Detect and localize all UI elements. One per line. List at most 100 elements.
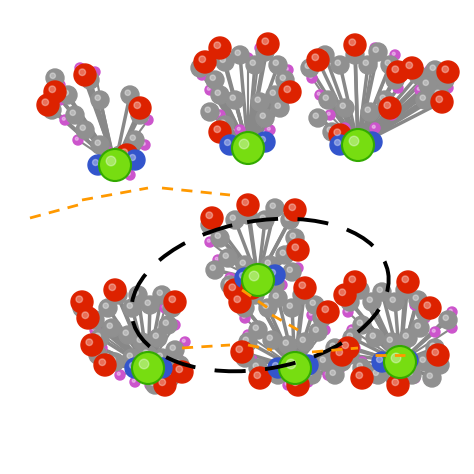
Circle shape	[379, 97, 401, 119]
Circle shape	[197, 70, 207, 80]
Circle shape	[236, 349, 254, 367]
Circle shape	[154, 374, 176, 396]
Circle shape	[265, 265, 285, 285]
Circle shape	[336, 349, 343, 356]
Circle shape	[279, 336, 297, 354]
Circle shape	[92, 327, 95, 330]
Circle shape	[240, 260, 246, 265]
Circle shape	[73, 135, 83, 145]
Circle shape	[225, 273, 235, 283]
Circle shape	[245, 55, 248, 58]
Circle shape	[255, 132, 275, 152]
Circle shape	[150, 380, 155, 385]
Circle shape	[223, 253, 228, 258]
Circle shape	[130, 377, 140, 387]
Circle shape	[283, 299, 301, 317]
Circle shape	[366, 137, 373, 143]
Circle shape	[293, 263, 303, 273]
Circle shape	[105, 359, 108, 362]
Circle shape	[345, 297, 350, 302]
Circle shape	[201, 207, 223, 229]
Circle shape	[327, 127, 332, 132]
Circle shape	[347, 325, 357, 335]
Circle shape	[249, 367, 271, 389]
Circle shape	[344, 271, 366, 293]
Circle shape	[279, 81, 301, 103]
Circle shape	[90, 325, 100, 335]
Circle shape	[269, 289, 287, 307]
Circle shape	[214, 42, 220, 48]
Circle shape	[270, 280, 275, 285]
Circle shape	[363, 293, 381, 311]
Circle shape	[361, 103, 379, 121]
Circle shape	[376, 356, 383, 363]
Circle shape	[123, 330, 128, 336]
Circle shape	[351, 367, 373, 389]
Circle shape	[280, 250, 285, 255]
Circle shape	[143, 115, 153, 125]
Circle shape	[216, 53, 234, 71]
Circle shape	[353, 316, 371, 334]
Circle shape	[322, 306, 328, 312]
Circle shape	[312, 54, 319, 61]
Circle shape	[370, 373, 380, 383]
Circle shape	[430, 65, 436, 71]
Circle shape	[55, 95, 65, 105]
Circle shape	[221, 276, 239, 294]
Circle shape	[159, 379, 165, 385]
Circle shape	[262, 375, 265, 378]
Circle shape	[391, 353, 401, 363]
Circle shape	[432, 349, 438, 356]
Circle shape	[170, 320, 180, 330]
Circle shape	[163, 375, 173, 385]
Circle shape	[227, 275, 230, 278]
Circle shape	[139, 346, 157, 364]
Circle shape	[320, 50, 326, 55]
Circle shape	[425, 65, 435, 75]
Circle shape	[131, 106, 149, 124]
Circle shape	[436, 71, 454, 89]
Circle shape	[210, 75, 216, 81]
Circle shape	[422, 315, 425, 318]
Circle shape	[372, 125, 375, 128]
Circle shape	[317, 301, 339, 323]
Circle shape	[372, 352, 392, 372]
Circle shape	[76, 296, 82, 302]
Circle shape	[281, 211, 299, 229]
Circle shape	[409, 291, 427, 309]
Circle shape	[335, 139, 340, 146]
Circle shape	[215, 257, 218, 260]
Circle shape	[171, 361, 193, 383]
Circle shape	[77, 65, 80, 68]
Circle shape	[246, 56, 264, 74]
Circle shape	[331, 56, 349, 74]
Circle shape	[300, 337, 305, 342]
Circle shape	[303, 366, 321, 384]
Circle shape	[285, 215, 291, 220]
Circle shape	[287, 303, 292, 309]
Circle shape	[250, 290, 255, 295]
Circle shape	[236, 256, 254, 274]
Circle shape	[427, 373, 432, 378]
Circle shape	[286, 369, 304, 387]
Circle shape	[307, 310, 317, 320]
Circle shape	[239, 333, 257, 351]
Circle shape	[243, 337, 248, 342]
Circle shape	[320, 357, 326, 363]
Circle shape	[211, 229, 229, 247]
Circle shape	[390, 75, 395, 81]
Circle shape	[153, 286, 171, 304]
Circle shape	[242, 315, 245, 318]
Circle shape	[400, 285, 405, 291]
Circle shape	[279, 352, 311, 384]
Circle shape	[415, 85, 425, 95]
Circle shape	[297, 242, 300, 245]
Circle shape	[57, 82, 60, 85]
Circle shape	[205, 107, 210, 112]
Circle shape	[105, 149, 108, 152]
Circle shape	[420, 357, 426, 363]
Circle shape	[266, 276, 284, 294]
Circle shape	[95, 95, 100, 100]
Circle shape	[149, 329, 167, 347]
Circle shape	[351, 281, 369, 299]
